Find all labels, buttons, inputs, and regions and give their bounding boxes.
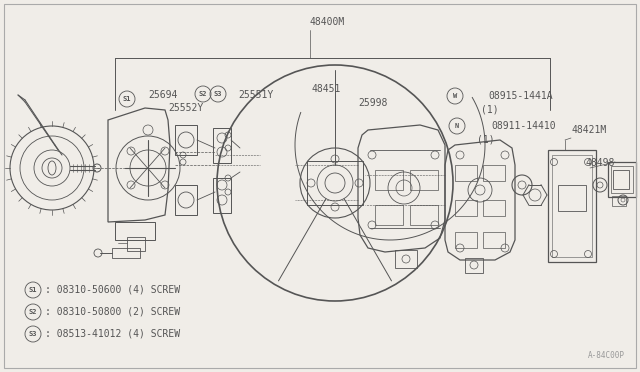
Bar — [612, 196, 626, 206]
Text: : 08310-50600 (4) SCREW: : 08310-50600 (4) SCREW — [45, 285, 180, 295]
Text: 25998: 25998 — [358, 98, 387, 108]
Text: S2: S2 — [199, 91, 207, 97]
Bar — [483, 200, 505, 216]
Text: 48421M: 48421M — [571, 125, 606, 135]
Bar — [608, 162, 636, 197]
Bar — [465, 258, 483, 273]
Bar — [213, 128, 231, 163]
Bar — [613, 170, 629, 189]
Bar — [175, 185, 197, 215]
Text: N: N — [455, 123, 459, 129]
Text: : 08310-50800 (2) SCREW: : 08310-50800 (2) SCREW — [45, 307, 180, 317]
Text: S1: S1 — [29, 287, 37, 293]
Bar — [112, 248, 140, 258]
Text: (1): (1) — [477, 134, 495, 144]
Text: 08911-14410: 08911-14410 — [491, 121, 556, 131]
Bar — [552, 155, 592, 257]
Bar — [483, 165, 505, 181]
Text: 25694: 25694 — [148, 90, 177, 100]
Text: A-84C00P: A-84C00P — [588, 351, 625, 360]
Bar — [307, 161, 363, 205]
Bar — [213, 178, 231, 213]
Bar — [375, 205, 403, 225]
Bar — [410, 205, 438, 225]
Bar — [455, 232, 477, 248]
Text: 48451: 48451 — [312, 84, 341, 94]
Bar — [127, 237, 145, 251]
Text: 25551Y: 25551Y — [238, 90, 273, 100]
Text: 25552Y: 25552Y — [168, 103, 204, 113]
Bar — [395, 250, 417, 268]
Text: 48400M: 48400M — [310, 17, 345, 27]
Bar — [548, 150, 596, 262]
Text: W: W — [453, 93, 457, 99]
Bar — [455, 165, 477, 181]
Text: S3: S3 — [214, 91, 222, 97]
Text: S2: S2 — [29, 309, 37, 315]
Bar — [455, 200, 477, 216]
Bar — [375, 170, 403, 190]
Bar — [483, 232, 505, 248]
Text: S3: S3 — [29, 331, 37, 337]
Bar — [558, 185, 586, 211]
Text: (1): (1) — [481, 104, 499, 114]
Bar — [611, 166, 633, 193]
Text: 48498: 48498 — [586, 158, 616, 168]
Bar — [175, 125, 197, 155]
Bar — [410, 170, 438, 190]
Text: S1: S1 — [123, 96, 131, 102]
Text: 08915-1441A: 08915-1441A — [488, 91, 552, 101]
Text: : 08513-41012 (4) SCREW: : 08513-41012 (4) SCREW — [45, 329, 180, 339]
